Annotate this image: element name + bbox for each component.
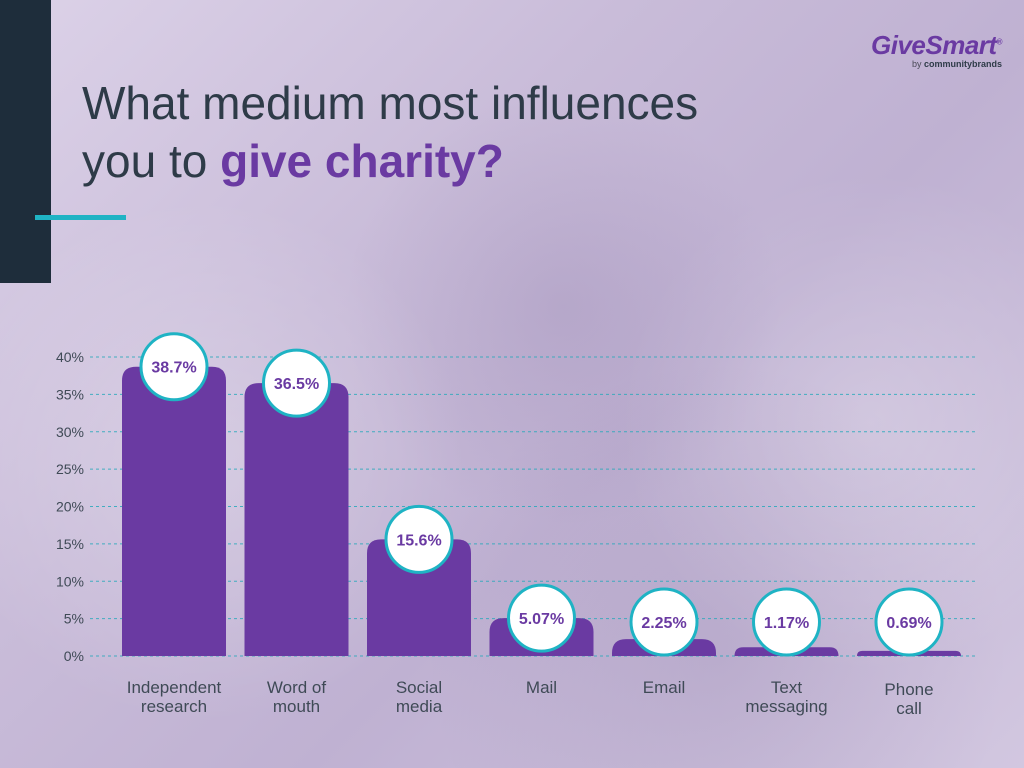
givesmart-logo: GiveSmart® by communitybrands (871, 30, 1003, 69)
x-tick-label: media (396, 697, 443, 716)
logo-brand-text: GiveSmart (871, 30, 997, 60)
bar (367, 539, 471, 656)
bar (122, 366, 226, 656)
value-circle (384, 504, 454, 574)
title-highlight: give charity? (220, 135, 504, 187)
value-circle (139, 332, 209, 402)
x-tick-label: messaging (745, 697, 827, 716)
title-line-2-prefix: you to (82, 135, 221, 187)
value-label: 36.5% (274, 376, 319, 393)
y-tick-label: 5% (64, 611, 84, 627)
x-tick-label: Mail (526, 678, 557, 697)
value-label: 38.7% (151, 360, 196, 377)
y-tick-label: 15% (56, 536, 84, 552)
y-tick-label: 10% (56, 573, 84, 589)
dark-accent-bar (0, 0, 51, 283)
y-tick-label: 30% (56, 424, 84, 440)
logo-by-text: by (911, 59, 924, 69)
logo-registered-mark: ® (996, 37, 1003, 47)
y-tick-label: 0% (64, 648, 84, 664)
chart-title: What medium most influences you to give … (82, 74, 698, 190)
y-tick-label: 20% (56, 499, 84, 515)
value-circle (507, 583, 576, 653)
bar (244, 383, 349, 656)
value-circle (874, 587, 944, 657)
x-tick-label: Social (396, 678, 442, 697)
title-line-1: What medium most influences (82, 77, 699, 129)
x-tick-label: mouth (273, 697, 320, 716)
value-circle (752, 587, 821, 657)
logo-subtitle: by communitybrands (871, 59, 1002, 69)
x-tick-label: research (141, 697, 207, 716)
value-label: 1.17% (764, 615, 809, 632)
value-circle (262, 348, 331, 418)
value-label: 5.07% (519, 611, 564, 628)
value-circle (629, 587, 699, 657)
value-label: 0.69% (886, 615, 931, 632)
y-tick-label: 25% (56, 461, 84, 477)
value-label: 2.25% (641, 615, 686, 632)
x-tick-label: Text (771, 678, 802, 697)
logo-parent-brand: communitybrands (923, 59, 1002, 69)
x-tick-label: Independent (127, 678, 222, 697)
value-label: 15.6% (396, 532, 441, 549)
x-tick-label: Phone (884, 680, 933, 699)
x-tick-label: Email (643, 678, 686, 697)
teal-accent-line (35, 215, 126, 220)
x-tick-label: call (896, 699, 922, 718)
logo-brand: GiveSmart® (871, 30, 1003, 61)
y-tick-label: 35% (56, 386, 84, 402)
x-tick-label: Word of (267, 678, 326, 697)
y-tick-label: 40% (56, 349, 84, 365)
